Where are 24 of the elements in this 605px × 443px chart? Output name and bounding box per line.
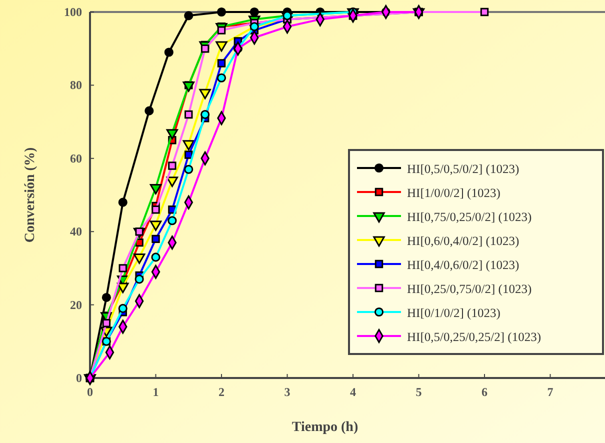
x-tick-label: 0 <box>87 385 93 399</box>
y-tick-label: 40 <box>70 224 82 239</box>
x-tick-label: 7 <box>547 385 554 399</box>
y-tick-label: 20 <box>70 298 82 312</box>
legend-label: HI[1/0/0/2] (1023) <box>407 186 500 200</box>
x-tick-label: 6 <box>482 385 488 399</box>
y-tick-label: 80 <box>70 78 82 92</box>
y-axis-title: Conversión (%) <box>23 147 38 243</box>
x-tick-label: 3 <box>284 385 290 399</box>
x-tick-label: 5 <box>416 385 422 399</box>
legend-label: HI[0,5/0,25/0,25/2] (1023) <box>407 330 542 344</box>
y-tick-label: 60 <box>70 151 82 166</box>
legend-label: HI[0,5/0,5/0/2] (1023) <box>407 162 520 176</box>
y-tick-label: 100 <box>64 5 82 19</box>
x-tick-label: 4 <box>350 385 356 399</box>
y-tick-label: 0 <box>76 371 82 385</box>
x-tick-label: 1 <box>152 385 159 399</box>
legend-label: HI[0,25/0,75/0/2] (1023) <box>407 282 532 296</box>
legend-label: HI[0,4/0,6/0/2] (1023) <box>407 258 520 272</box>
legend-label: HI[0/1/0/2] (1023) <box>407 306 500 320</box>
x-tick-label: 2 <box>218 385 224 399</box>
legend-label: HI[0,75/0,25/0/2] (1023) <box>407 210 532 224</box>
legend-label: HI[0,6/0,4/0/2] (1023) <box>407 234 520 248</box>
x-axis-title: Tiempo (h) <box>292 420 358 435</box>
